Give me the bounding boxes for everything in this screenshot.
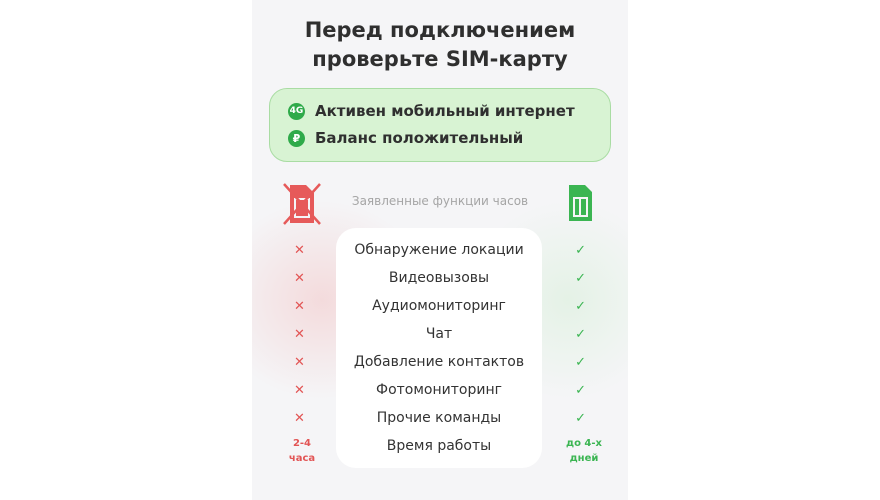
features-subtitle: Заявленные функции часов (351, 194, 529, 208)
feature-row: ✕ Видеовызовы ✓ (252, 264, 628, 292)
feature-label: Фотомониторинг (376, 382, 502, 398)
title-line-2: проверьте SIM-карту (312, 47, 568, 71)
runtime-unit: часа (288, 453, 316, 464)
title-line-1: Перед подключением (304, 18, 576, 42)
feature-label: Аудиомониторинг (372, 298, 506, 314)
cross-icon: ✕ (294, 326, 305, 342)
page-title: Перед подключением проверьте SIM-карту (252, 16, 628, 74)
feature-row: ✕ Аудиомониторинг ✓ (252, 292, 628, 320)
4g-signal-icon: 4G (288, 102, 305, 120)
check-icon: ✓ (575, 270, 586, 286)
cross-icon: ✕ (294, 298, 305, 314)
check-icon: ✓ (575, 242, 586, 258)
feature-row: Время работы (252, 432, 628, 460)
feature-row: ✕ Чат ✓ (252, 320, 628, 348)
cross-icon: ✕ (294, 270, 305, 286)
no-sim-icon (283, 183, 321, 225)
feature-label: Видеовызовы (388, 270, 490, 286)
runtime-with-sim: до 4-х дней (554, 436, 614, 466)
feature-row: ✕ Фотомониторинг ✓ (252, 376, 628, 404)
cross-icon: ✕ (294, 242, 305, 258)
feature-row: ✕ Добавление контактов ✓ (252, 348, 628, 376)
cross-icon: ✕ (294, 382, 305, 398)
feature-label: Чат (425, 326, 453, 342)
features-card (336, 228, 542, 468)
check-icon: ✓ (575, 326, 586, 342)
feature-row: ✕ Прочие команды ✓ (252, 404, 628, 432)
requirements-box: 4G Активен мобильный интернет ₽ Баланс пол… (269, 88, 611, 162)
requirement-balance: ₽ Баланс положительный (288, 129, 523, 147)
check-icon: ✓ (575, 410, 586, 426)
runtime-unit: дней (569, 453, 599, 464)
cross-icon: ✕ (294, 354, 305, 370)
runtime-value: до 4-х (566, 438, 602, 449)
cross-icon: ✕ (294, 410, 305, 426)
check-icon: ✓ (575, 354, 586, 370)
check-icon: ✓ (575, 298, 586, 314)
ruble-icon: ₽ (288, 129, 305, 147)
sim-card-icon (569, 185, 592, 221)
feature-label: Обнаружение локации (354, 242, 524, 258)
feature-label: Добавление контактов (353, 354, 525, 370)
runtime-value: 2-4 (292, 438, 312, 449)
feature-label: Время работы (386, 438, 492, 454)
feature-row: ✕ Обнаружение локации ✓ (252, 236, 628, 264)
infographic-panel: Перед подключением проверьте SIM-карту 4G… (252, 0, 628, 500)
feature-label: Прочие команды (376, 410, 502, 426)
requirement-label: Активен мобильный интернет (315, 102, 575, 120)
requirement-label: Баланс положительный (315, 129, 524, 147)
runtime-without-sim: 2-4 часа (272, 436, 332, 466)
check-icon: ✓ (575, 382, 586, 398)
requirement-internet: 4G Активен мобильный интернет (288, 102, 575, 120)
